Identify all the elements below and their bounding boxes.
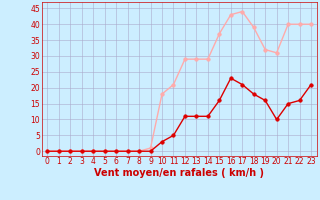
X-axis label: Vent moyen/en rafales ( km/h ): Vent moyen/en rafales ( km/h ) bbox=[94, 168, 264, 178]
